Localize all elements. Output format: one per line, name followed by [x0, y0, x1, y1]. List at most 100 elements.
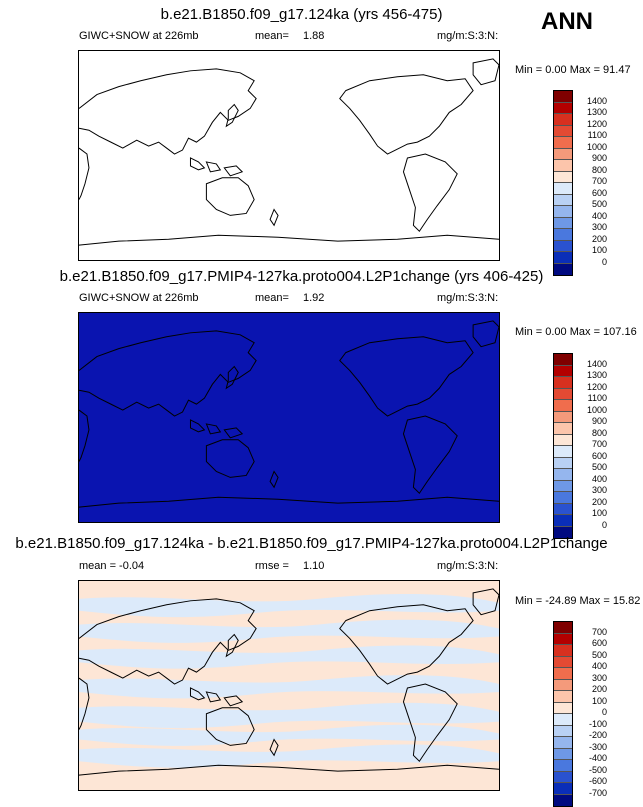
- panel2-mean-value: 1.92: [303, 292, 325, 304]
- colorbar-swatch: [554, 702, 572, 714]
- colorbar-swatch: [554, 492, 572, 504]
- colorbar-tick-label: 1300: [586, 370, 607, 380]
- panel2-title: b.e21.B1850.f09_g17.PMIP4-127ka.proto004…: [59, 268, 544, 285]
- colorbar-swatch: [554, 645, 572, 657]
- colorbar-swatch: [554, 125, 572, 137]
- colorbar-swatch: [554, 457, 572, 469]
- colorbar-swatch: [554, 160, 572, 172]
- colorbar-swatch: [554, 794, 572, 806]
- panel3-minmax: Min = -24.89 Max = 15.82: [515, 595, 641, 607]
- colorbar-tick-label: 100: [591, 695, 607, 706]
- colorbar-tick-label: 0: [601, 707, 607, 717]
- colorbar-swatch: [554, 252, 572, 264]
- colorbar-tick-label: 200: [591, 233, 607, 244]
- colorbar-swatch: [554, 691, 572, 703]
- colorbar-tick-label: 1000: [586, 404, 607, 415]
- colorbar-tick-label: -100: [588, 718, 607, 729]
- panel1-mean-value: 1.88: [303, 30, 325, 42]
- panel2-minmax: Min = 0.00 Max = 107.16: [515, 326, 637, 338]
- colorbar-swatch: [554, 714, 572, 726]
- colorbar-swatch: [554, 622, 572, 634]
- colorbar-tick-label: -500: [588, 764, 607, 775]
- colorbar-tick-label: 900: [591, 416, 607, 426]
- colorbar-tick-label: 1400: [586, 95, 607, 106]
- colorbar-tick-label: 900: [591, 153, 607, 163]
- colorbar-swatch: [554, 365, 572, 377]
- colorbar-swatch: [554, 526, 572, 538]
- colorbar-swatch: [554, 503, 572, 515]
- panel1-title: b.e21.B1850.f09_g17.124ka (yrs 456-475): [160, 6, 443, 23]
- panel2-units: mg/m:S:3:N:: [437, 292, 499, 304]
- colorbar-tick-label: 1100: [587, 393, 607, 403]
- colorbar-tick-label: 1400: [586, 358, 607, 369]
- colorbar-tick-label: 100: [591, 245, 607, 255]
- colorbar-swatch: [554, 354, 572, 366]
- colorbar-swatch: [554, 515, 572, 527]
- colorbar-swatch: [554, 411, 572, 423]
- panel2-variable-label: GIWC+SNOW at 226mb: [79, 292, 199, 304]
- colorbar-swatch: [554, 656, 572, 668]
- colorbar-tick-label: 700: [591, 176, 607, 186]
- colorbar-tick-label: 100: [591, 508, 607, 518]
- colorbar-swatch: [554, 737, 572, 749]
- colorbar-tick-label: 1100: [587, 130, 607, 140]
- colorbar-swatch: [554, 771, 572, 783]
- colorbar-tick-label: 200: [591, 684, 607, 694]
- colorbar-tick-label: 0: [601, 256, 607, 267]
- panel3-rmse-label: rmse =: [255, 560, 289, 572]
- colorbar-swatch: [554, 633, 572, 645]
- colorbar-swatch: [554, 240, 572, 252]
- colorbar-tick-label: 300: [591, 672, 607, 683]
- colorbar-swatch: [554, 668, 572, 680]
- colorbar-tick-label: 500: [591, 199, 607, 209]
- panel2-colorbar: [553, 353, 573, 539]
- colorbar-swatch: [554, 423, 572, 435]
- colorbar-swatch: [554, 194, 572, 206]
- colorbar-swatch: [554, 388, 572, 400]
- panel1-colorbar: [553, 90, 573, 276]
- colorbar-swatch: [554, 102, 572, 114]
- colorbar-swatch: [554, 760, 572, 772]
- colorbar-swatch: [554, 263, 572, 275]
- panel3-rmse-value: 1.10: [303, 560, 325, 572]
- colorbar-swatch: [554, 469, 572, 481]
- panel1-minmax: Min = 0.00 Max = 91.47: [515, 64, 631, 76]
- colorbar-tick-label: -600: [588, 776, 607, 786]
- colorbar-tick-label: 300: [591, 485, 607, 495]
- colorbar-tick-label: 200: [591, 496, 607, 507]
- panel1-map: [78, 50, 500, 261]
- panel3-colorbar: [553, 621, 573, 807]
- colorbar-tick-label: -700: [588, 787, 607, 798]
- colorbar-tick-label: 1200: [586, 118, 607, 129]
- colorbar-swatch: [554, 171, 572, 183]
- colorbar-tick-label: 500: [591, 462, 607, 472]
- colorbar-swatch: [554, 183, 572, 195]
- colorbar-tick-label: 400: [591, 661, 607, 671]
- colorbar-tick-label: 800: [591, 164, 607, 175]
- colorbar-tick-label: 600: [591, 187, 607, 198]
- colorbar-swatch: [554, 217, 572, 229]
- colorbar-tick-label: 0: [601, 519, 607, 530]
- panel1-units: mg/m:S:3:N:: [437, 30, 499, 42]
- colorbar-swatch: [554, 206, 572, 218]
- colorbar-tick-label: 600: [591, 638, 607, 648]
- colorbar-tick-label: 600: [591, 450, 607, 461]
- colorbar-swatch: [554, 114, 572, 126]
- panel2-mean-label: mean=: [255, 292, 289, 304]
- colorbar-swatch: [554, 725, 572, 737]
- colorbar-tick-label: 400: [591, 210, 607, 221]
- panel1-variable-label: GIWC+SNOW at 226mb: [79, 30, 199, 42]
- colorbar-swatch: [554, 137, 572, 149]
- colorbar-swatch: [554, 434, 572, 446]
- colorbar-tick-label: -400: [588, 753, 607, 763]
- colorbar-tick-label: 300: [591, 222, 607, 232]
- colorbar-tick-label: 700: [591, 439, 607, 449]
- panel2-map: [78, 312, 500, 523]
- colorbar-tick-label: 1200: [586, 381, 607, 392]
- season-label: ANN: [541, 8, 593, 35]
- panel3-units: mg/m:S:3:N:: [437, 560, 499, 572]
- panel3-mean-label: mean = -0.04: [79, 560, 145, 572]
- colorbar-tick-label: -200: [588, 730, 607, 740]
- colorbar-tick-label: 1300: [586, 107, 607, 117]
- colorbar-tick-label: 700: [591, 626, 607, 637]
